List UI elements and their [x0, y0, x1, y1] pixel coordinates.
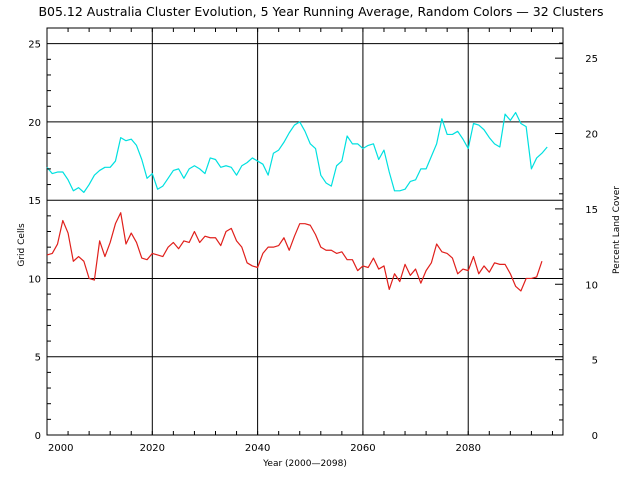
y-tick-label: 25	[28, 40, 41, 51]
y2-tick-label: 5	[592, 356, 598, 367]
y2-axis-label: Percent Land Cover	[612, 186, 622, 274]
series-line	[46, 212, 543, 292]
y2-axis-ticks: 0 5 10 15 20 25	[555, 42, 598, 442]
x-tick-label: 2040	[245, 443, 270, 454]
chart-title: B05.12 Australia Cluster Evolution, 5 Ye…	[38, 4, 603, 19]
y2-tick-label: 20	[585, 130, 598, 141]
y2-tick-label: 10	[585, 280, 598, 291]
x-tick-label: 2000	[48, 443, 73, 454]
x-axis-label: Year (2000—2098)	[262, 459, 347, 469]
x-tick-label: 2080	[455, 443, 480, 454]
y-axis-ticks: 0 5 10 15 20 25	[28, 40, 51, 442]
y2-tick-label: 15	[585, 205, 598, 216]
y-tick-label: 5	[35, 353, 41, 364]
y2-tick-label: 0	[592, 431, 598, 442]
x-axis-ticks: 2000 2020 2040 2060 2080	[48, 28, 553, 454]
y-tick-label: 10	[28, 274, 41, 285]
x-tick-label: 2020	[140, 443, 165, 454]
grid-lines	[47, 28, 563, 435]
series-lines	[46, 111, 548, 292]
y2-tick-label: 25	[585, 54, 598, 65]
series-line	[46, 111, 548, 193]
x-tick-label: 2060	[350, 443, 375, 454]
y-axis-label: Grid Cells	[17, 223, 27, 267]
y-tick-label: 0	[35, 431, 41, 442]
y-tick-label: 15	[28, 196, 41, 207]
y-tick-label: 20	[28, 118, 41, 129]
